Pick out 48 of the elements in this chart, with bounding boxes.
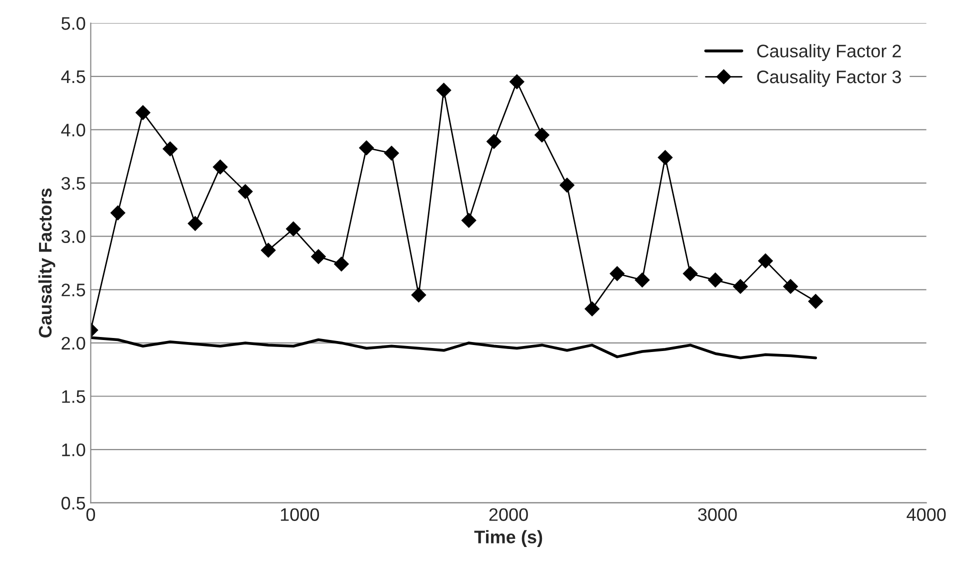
point <box>311 249 326 264</box>
legend-label: Causality Factor 3 <box>757 70 901 87</box>
y-axis-title: Causality Factors <box>38 188 56 338</box>
x-tick-label: 1000 <box>280 508 320 521</box>
point <box>136 105 150 120</box>
point <box>260 242 276 258</box>
point <box>486 134 502 149</box>
point <box>436 82 452 98</box>
point <box>510 74 524 90</box>
point <box>808 294 824 309</box>
point <box>212 160 228 174</box>
point <box>584 301 600 316</box>
point <box>286 221 301 236</box>
point <box>334 256 349 272</box>
point <box>708 272 723 288</box>
point <box>359 140 374 156</box>
y-tick-label: 3.5 <box>61 176 86 190</box>
point <box>733 279 748 294</box>
point <box>162 142 178 156</box>
point <box>783 279 798 294</box>
y-tick-label: 2.5 <box>62 284 86 296</box>
point <box>534 128 550 142</box>
x-tick-label: 3000 <box>698 508 737 521</box>
point <box>634 272 650 288</box>
point <box>110 205 126 220</box>
y-tick-label: 1.5 <box>62 390 86 403</box>
y-tick-label: 0.5 <box>61 496 86 510</box>
x-tick-label: 2000 <box>489 508 528 521</box>
y-tick-label: 1.0 <box>62 443 86 456</box>
x-axis-title: Time (s) <box>474 530 542 547</box>
point <box>411 288 426 302</box>
point <box>610 266 625 282</box>
y-tick-label: 2.0 <box>62 336 86 350</box>
point <box>658 150 673 165</box>
y-tick-label: 4.0 <box>61 124 86 136</box>
y-tick-label: 3.0 <box>61 230 86 244</box>
x-tick-label: 4000 <box>906 508 946 521</box>
point <box>188 216 203 231</box>
y-tick-label: 4.5 <box>61 70 86 84</box>
point <box>758 253 773 268</box>
point <box>560 178 574 193</box>
x-tick-label: 0 <box>86 508 96 521</box>
y-tick-label: 5.0 <box>61 17 86 30</box>
point <box>682 266 698 282</box>
legend-label: Causality Factor 2 <box>757 44 901 61</box>
point <box>461 212 476 228</box>
point <box>384 146 399 161</box>
point <box>238 184 253 199</box>
